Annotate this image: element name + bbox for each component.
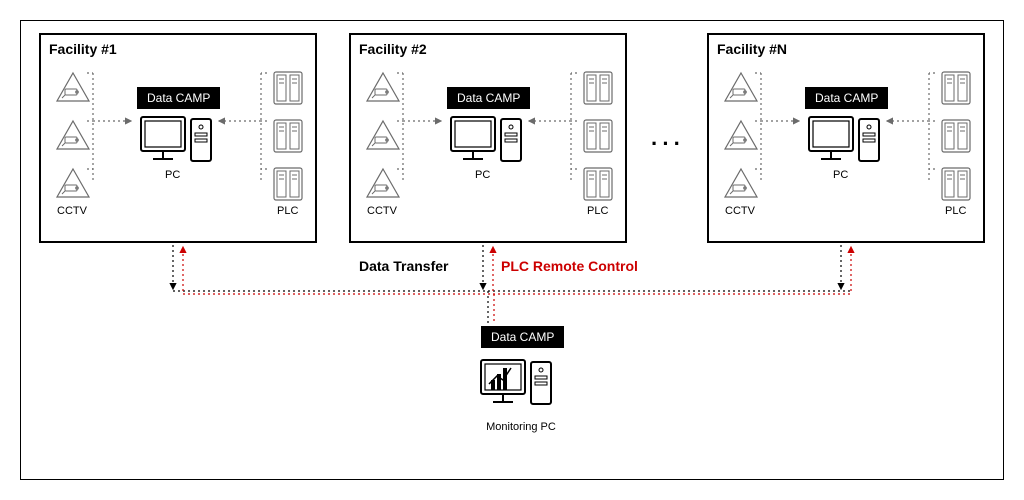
facility-box-1: Facility #1 CCTV PLC Data CAMP PC: [39, 33, 317, 243]
plc-rack-icon: [273, 119, 303, 153]
facility-box-2: Facility #2 CCTV PLC Data CAMP PC: [349, 33, 627, 243]
plc-label: PLC: [587, 205, 608, 217]
ellipsis: ···: [651, 131, 685, 157]
plc-rack-icon: [583, 71, 613, 105]
data-camp-label: Data CAMP: [447, 87, 530, 109]
cctv-camera-icon: [55, 167, 91, 199]
data-camp-label: Data CAMP: [805, 87, 888, 109]
plc-rack-icon: [941, 167, 971, 201]
facility-title: Facility #2: [359, 41, 427, 57]
cctv-camera-icon: [723, 167, 759, 199]
plc-rack-icon: [941, 71, 971, 105]
data-camp-label-monitoring: Data CAMP: [481, 326, 564, 348]
plc-label: PLC: [277, 205, 298, 217]
data-transfer-label: Data Transfer: [359, 258, 448, 274]
plc-remote-label: PLC Remote Control: [501, 258, 638, 274]
pc-label: PC: [833, 169, 848, 181]
cctv-camera-icon: [723, 71, 759, 103]
cctv-camera-icon: [55, 119, 91, 151]
plc-rack-icon: [583, 119, 613, 153]
pc-icon: [137, 113, 215, 169]
plc-label: PLC: [945, 205, 966, 217]
monitoring-pc-label: Monitoring PC: [471, 421, 571, 433]
cctv-label: CCTV: [367, 205, 397, 217]
plc-rack-icon: [273, 71, 303, 105]
facility-title: Facility #1: [49, 41, 117, 57]
facility-title: Facility #N: [717, 41, 787, 57]
pc-label: PC: [165, 169, 180, 181]
cctv-camera-icon: [365, 167, 401, 199]
plc-rack-icon: [583, 167, 613, 201]
cctv-camera-icon: [365, 71, 401, 103]
data-camp-label: Data CAMP: [137, 87, 220, 109]
cctv-camera-icon: [55, 71, 91, 103]
plc-rack-icon: [941, 119, 971, 153]
pc-label: PC: [475, 169, 490, 181]
cctv-camera-icon: [723, 119, 759, 151]
facility-box-n: Facility #N CCTV PLC Data CAMP PC: [707, 33, 985, 243]
monitoring-pc-icon: [477, 356, 555, 412]
cctv-label: CCTV: [57, 205, 87, 217]
plc-rack-icon: [273, 167, 303, 201]
cctv-camera-icon: [365, 119, 401, 151]
cctv-label: CCTV: [725, 205, 755, 217]
pc-icon: [447, 113, 525, 169]
pc-icon: [805, 113, 883, 169]
diagram-frame: Facility #1 CCTV PLC Data CAMP PC Facility…: [20, 20, 1004, 480]
